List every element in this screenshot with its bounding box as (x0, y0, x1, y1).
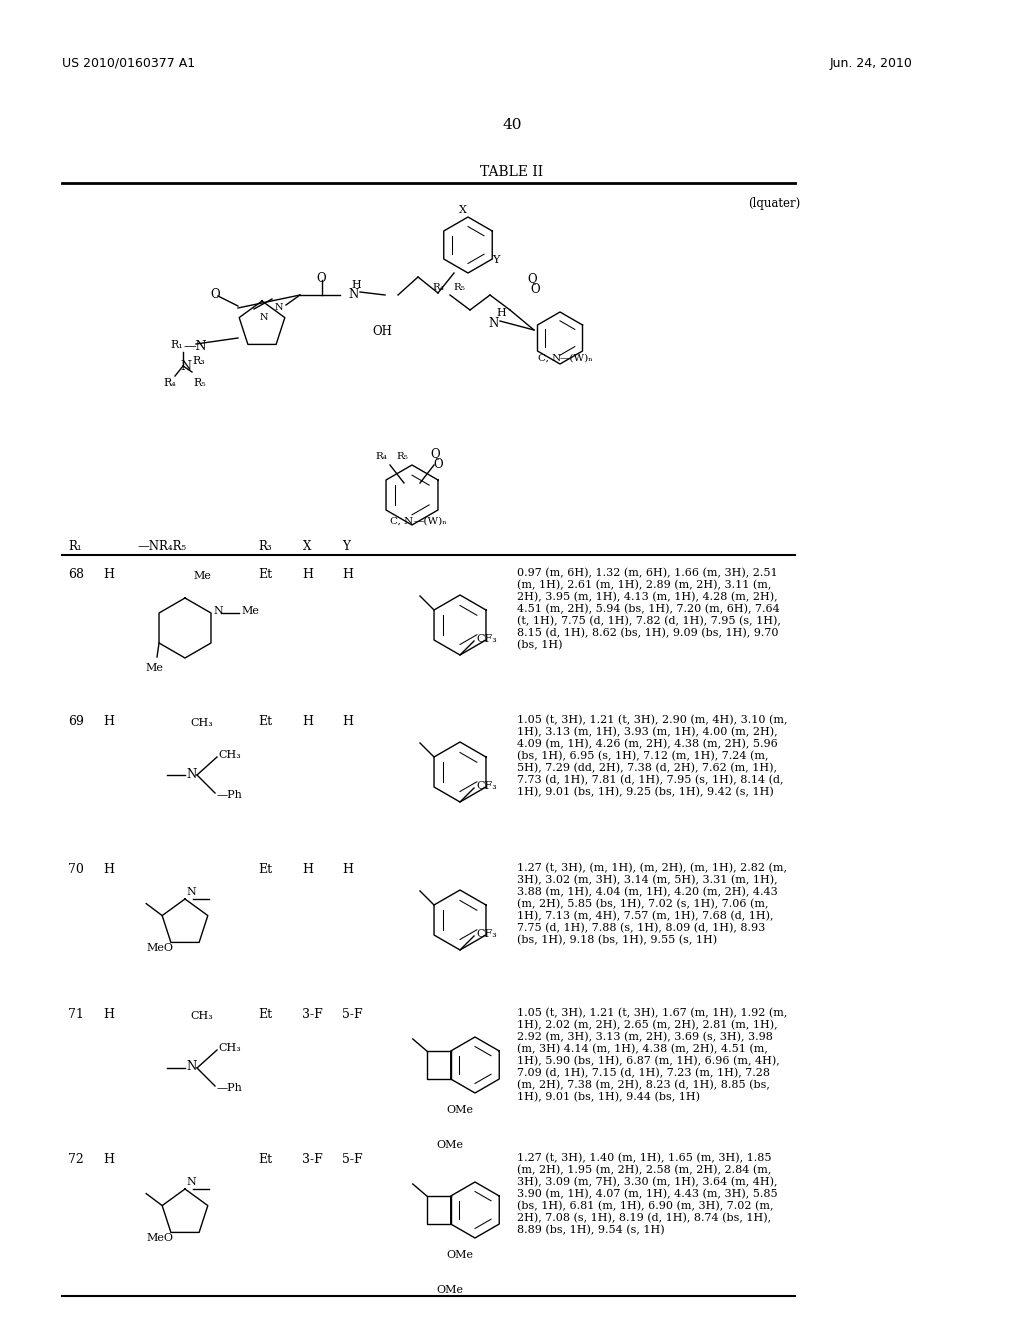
Text: 69: 69 (68, 715, 84, 729)
Text: H: H (302, 863, 313, 876)
Text: O: O (433, 458, 442, 471)
Text: H: H (302, 715, 313, 729)
Text: OH: OH (372, 325, 392, 338)
Text: X: X (303, 540, 311, 553)
Text: 3-F: 3-F (302, 1008, 323, 1020)
Text: OMe: OMe (446, 1105, 473, 1115)
Text: US 2010/0160377 A1: US 2010/0160377 A1 (62, 57, 196, 70)
Text: Q: Q (430, 447, 439, 459)
Text: 1.05 (t, 3H), 1.21 (t, 3H), 2.90 (m, 4H), 3.10 (m,
1H), 3.13 (m, 1H), 3.93 (m, 1: 1.05 (t, 3H), 1.21 (t, 3H), 2.90 (m, 4H)… (517, 715, 787, 797)
Text: X: X (459, 205, 467, 215)
Text: (lquater): (lquater) (748, 197, 800, 210)
Text: 70: 70 (68, 863, 84, 876)
Text: H: H (351, 280, 360, 290)
Text: OMe: OMe (446, 1250, 473, 1261)
Text: N: N (186, 887, 196, 898)
Text: Y: Y (492, 255, 500, 265)
Text: H: H (103, 863, 114, 876)
Text: R₁: R₁ (170, 341, 182, 350)
Text: R₄: R₄ (432, 282, 443, 292)
Text: —(W)ₙ: —(W)ₙ (560, 354, 594, 363)
Text: O: O (530, 282, 540, 296)
Text: H: H (302, 568, 313, 581)
Text: CF₃: CF₃ (476, 634, 497, 644)
Text: O: O (210, 288, 219, 301)
Text: OMe: OMe (436, 1284, 464, 1295)
Text: H: H (342, 715, 353, 729)
Text: —NR₄R₅: —NR₄R₅ (137, 540, 186, 553)
Text: Me: Me (193, 572, 211, 581)
Text: OMe: OMe (436, 1140, 464, 1150)
Text: 68: 68 (68, 568, 84, 581)
Text: N: N (488, 317, 499, 330)
Text: C, N: C, N (538, 354, 561, 363)
Text: H: H (103, 1008, 114, 1020)
Text: Et: Et (258, 1008, 272, 1020)
Text: C, N: C, N (390, 517, 414, 525)
Text: N: N (186, 1060, 197, 1073)
Text: CH₃: CH₃ (218, 750, 241, 760)
Text: H: H (342, 863, 353, 876)
Text: 5-F: 5-F (342, 1008, 362, 1020)
Text: MeO: MeO (146, 1233, 173, 1243)
Text: Et: Et (258, 568, 272, 581)
Text: —(W)ₙ: —(W)ₙ (414, 517, 447, 525)
Text: R₅: R₅ (453, 282, 465, 292)
Text: R₄: R₄ (163, 378, 176, 388)
Text: H: H (103, 715, 114, 729)
Text: CH₃: CH₃ (190, 1011, 213, 1020)
Text: 5-F: 5-F (342, 1152, 362, 1166)
Text: R₃: R₃ (193, 356, 205, 366)
Text: Me: Me (145, 663, 163, 673)
Text: MeO: MeO (146, 944, 173, 953)
Text: CH₃: CH₃ (218, 1043, 241, 1053)
Text: TABLE II: TABLE II (480, 165, 544, 180)
Text: 0.97 (m, 6H), 1.32 (m, 6H), 1.66 (m, 3H), 2.51
(m, 1H), 2.61 (m, 1H), 2.89 (m, 2: 0.97 (m, 6H), 1.32 (m, 6H), 1.66 (m, 3H)… (517, 568, 781, 651)
Text: H: H (103, 1152, 114, 1166)
Text: N: N (180, 360, 191, 374)
Text: N: N (186, 767, 197, 780)
Text: 1.27 (t, 3H), (m, 1H), (m, 2H), (m, 1H), 2.82 (m,
3H), 3.02 (m, 3H), 3.14 (m, 5H: 1.27 (t, 3H), (m, 1H), (m, 2H), (m, 1H),… (517, 863, 787, 945)
Text: N: N (213, 606, 223, 616)
Text: Me: Me (241, 606, 259, 616)
Text: CH₃: CH₃ (190, 718, 213, 729)
Text: —N: —N (183, 341, 207, 352)
Text: Q: Q (527, 272, 537, 285)
Text: —Ph: —Ph (217, 789, 243, 800)
Text: Et: Et (258, 1152, 272, 1166)
Text: R₄: R₄ (375, 451, 387, 461)
Text: N: N (186, 1177, 196, 1187)
Text: N: N (260, 313, 268, 322)
Text: 72: 72 (68, 1152, 84, 1166)
Text: Y: Y (342, 540, 350, 553)
Text: H: H (103, 568, 114, 581)
Text: Jun. 24, 2010: Jun. 24, 2010 (830, 57, 912, 70)
Text: R₁: R₁ (68, 540, 82, 553)
Text: R₅: R₅ (396, 451, 408, 461)
Text: 3-F: 3-F (302, 1152, 323, 1166)
Text: R₃: R₃ (258, 540, 271, 553)
Text: CF₃: CF₃ (476, 781, 497, 791)
Text: 1.05 (t, 3H), 1.21 (t, 3H), 1.67 (m, 1H), 1.92 (m,
1H), 2.02 (m, 2H), 2.65 (m, 2: 1.05 (t, 3H), 1.21 (t, 3H), 1.67 (m, 1H)… (517, 1008, 787, 1102)
Text: 1.27 (t, 3H), 1.40 (m, 1H), 1.65 (m, 3H), 1.85
(m, 2H), 1.95 (m, 2H), 2.58 (m, 2: 1.27 (t, 3H), 1.40 (m, 1H), 1.65 (m, 3H)… (517, 1152, 777, 1236)
Text: 40: 40 (502, 117, 522, 132)
Text: CF₃: CF₃ (476, 929, 497, 939)
Text: Et: Et (258, 715, 272, 729)
Text: 71: 71 (68, 1008, 84, 1020)
Text: N: N (348, 288, 358, 301)
Text: Et: Et (258, 863, 272, 876)
Text: R₅: R₅ (193, 378, 206, 388)
Text: N: N (275, 304, 284, 312)
Text: O: O (316, 272, 326, 285)
Text: —Ph: —Ph (217, 1082, 243, 1093)
Text: H: H (496, 308, 506, 318)
Text: H: H (342, 568, 353, 581)
